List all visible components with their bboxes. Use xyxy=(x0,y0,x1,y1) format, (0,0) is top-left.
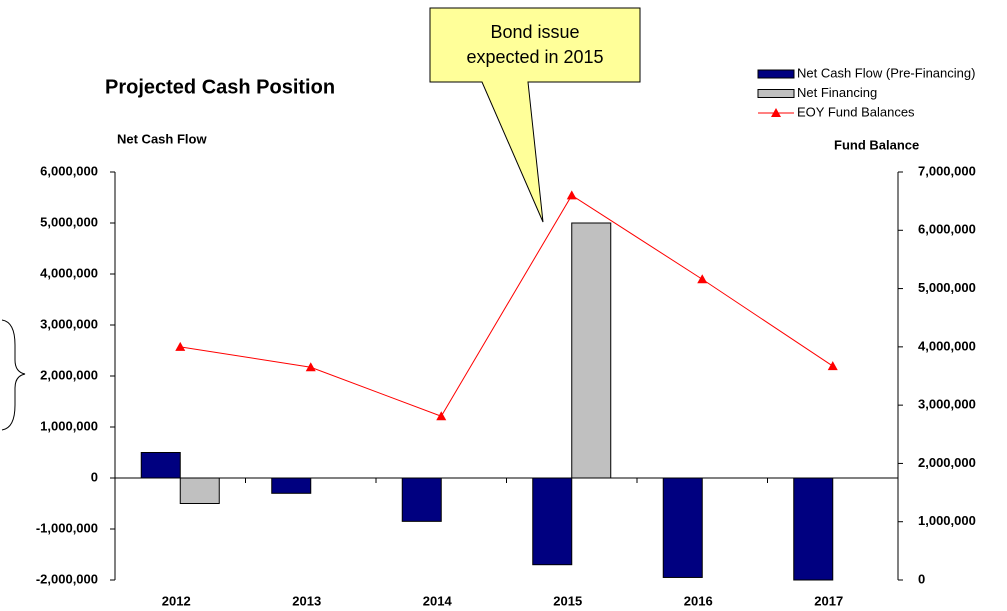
bar xyxy=(793,477,834,581)
bar xyxy=(140,452,181,479)
marker xyxy=(697,274,708,284)
legend-label: Net Financing xyxy=(797,85,877,100)
bar xyxy=(401,477,442,522)
marker xyxy=(175,341,186,351)
y-tick-label: 2,000,000 xyxy=(40,367,98,382)
y-tick-label: -1,000,000 xyxy=(36,520,98,535)
marker xyxy=(305,362,316,372)
bar xyxy=(532,477,573,566)
y2-tick-label: 4,000,000 xyxy=(918,338,976,353)
marker xyxy=(827,361,838,371)
y-tick-label: 4,000,000 xyxy=(40,265,98,280)
y-tick-label: 5,000,000 xyxy=(40,214,98,229)
x-tick-label: 2015 xyxy=(553,593,582,608)
x-tick-label: 2014 xyxy=(423,593,453,608)
marker xyxy=(566,190,577,200)
legend-label: EOY Fund Balances xyxy=(797,104,915,119)
y2-tick-label: 0 xyxy=(918,571,925,586)
chart-title: Projected Cash Position xyxy=(105,76,335,98)
y2-tick-label: 1,000,000 xyxy=(918,513,976,528)
y-tick-label: 1,000,000 xyxy=(40,418,98,433)
y2-tick-label: 3,000,000 xyxy=(918,397,976,412)
bar xyxy=(179,477,220,504)
y2-tick-label: 5,000,000 xyxy=(918,280,976,295)
y-tick-label: 3,000,000 xyxy=(40,316,98,331)
bar xyxy=(571,222,612,479)
callout xyxy=(429,7,641,223)
y2-axis-title: Fund Balance xyxy=(834,137,919,152)
x-tick-label: 2016 xyxy=(684,593,713,608)
line xyxy=(180,194,834,417)
marker xyxy=(436,411,447,421)
legend-marker xyxy=(771,108,781,117)
y2-tick-label: 2,000,000 xyxy=(918,455,976,470)
x-tick-label: 2017 xyxy=(814,593,843,608)
annotation: Bond issue xyxy=(490,22,579,42)
legend-swatch xyxy=(757,69,795,79)
x-tick-label: 2012 xyxy=(162,593,191,608)
y-tick-label: 6,000,000 xyxy=(40,163,98,178)
y-axis-title: Net Cash Flow xyxy=(117,131,207,146)
bar xyxy=(271,477,312,494)
brace xyxy=(1,319,26,431)
annotation: expected in 2015 xyxy=(466,47,603,67)
y-tick-label: -2,000,000 xyxy=(36,571,98,586)
bar xyxy=(662,477,703,578)
legend-label: Net Cash Flow (Pre-Financing) xyxy=(797,65,975,80)
y2-tick-label: 6,000,000 xyxy=(918,222,976,237)
legend-swatch xyxy=(757,89,795,98)
y2-tick-label: 7,000,000 xyxy=(918,163,976,178)
y-tick-label: 0 xyxy=(91,469,98,484)
x-tick-label: 2013 xyxy=(292,593,321,608)
